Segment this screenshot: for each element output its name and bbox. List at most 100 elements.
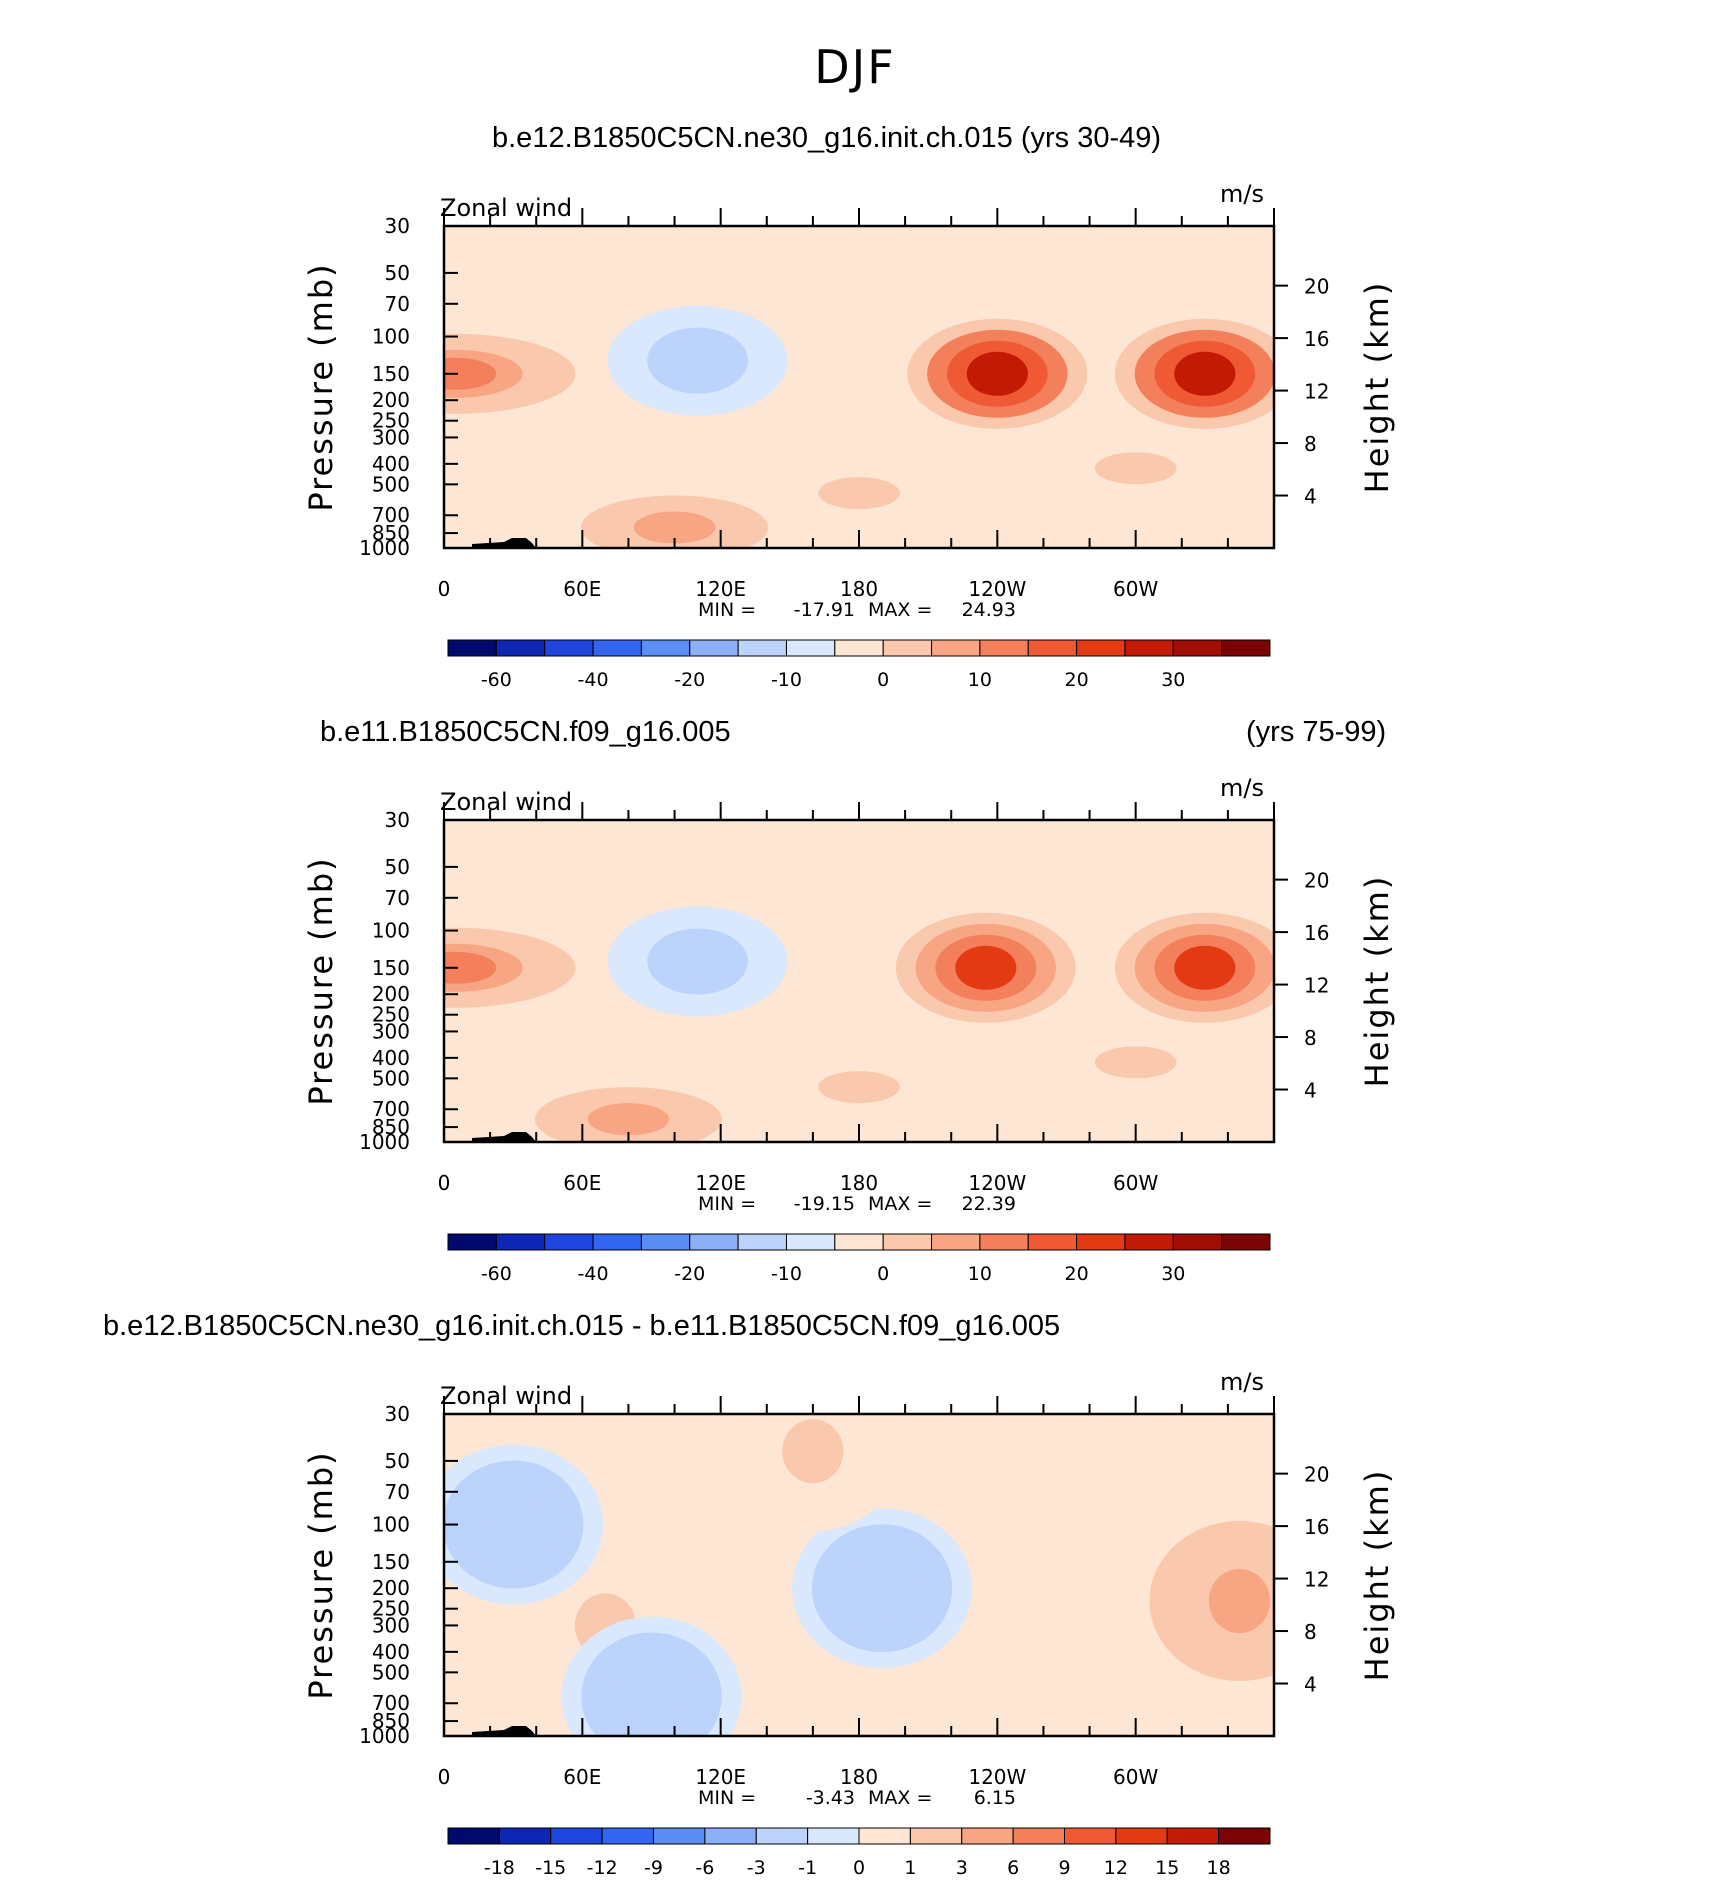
colorbar-swatch bbox=[601, 1827, 654, 1845]
contour-fill bbox=[444, 305, 1274, 548]
contour-cell bbox=[482, 1492, 544, 1557]
y2-axis-label: Height (km) bbox=[1358, 1469, 1396, 1682]
y2-tick-label: 20 bbox=[1304, 275, 1329, 299]
y-tick-label: 30 bbox=[385, 808, 410, 832]
colorbar-label: -3 bbox=[747, 1857, 766, 1879]
contour-cell bbox=[818, 477, 900, 510]
colorbar-swatch bbox=[931, 639, 981, 657]
min-label: MIN = bbox=[698, 599, 756, 621]
colorbar-swatch bbox=[755, 1827, 809, 1845]
colorbar-swatch bbox=[1124, 1233, 1174, 1251]
colorbar: -60 -40 -20 -10 0 10 20 30 bbox=[447, 639, 1271, 691]
y-tick-label: 850 bbox=[372, 1115, 410, 1139]
contour-cell bbox=[851, 1556, 913, 1621]
colorbar-swatch bbox=[640, 639, 691, 657]
colorbar-swatch bbox=[979, 1233, 1029, 1251]
colorbar-swatch bbox=[592, 1233, 642, 1251]
contour-fill bbox=[444, 906, 1274, 1142]
y-tick-label: 250 bbox=[372, 1597, 410, 1621]
colorbar-swatch bbox=[1124, 639, 1174, 657]
max-value: 22.39 bbox=[962, 1193, 1016, 1215]
contour-cell bbox=[587, 1103, 670, 1136]
min-value: -3.43 bbox=[806, 1787, 855, 1809]
colorbar-label: 20 bbox=[1064, 669, 1088, 691]
colorbar-swatch bbox=[689, 1233, 739, 1251]
colorbar-label: -15 bbox=[535, 1857, 566, 1879]
y2-tick-label: 12 bbox=[1304, 1568, 1329, 1592]
y2-axis-label: Height (km) bbox=[1358, 875, 1396, 1088]
colorbar-label: -6 bbox=[695, 1857, 714, 1879]
colorbar-label: 30 bbox=[1161, 1263, 1185, 1285]
x-tick-label: 60W bbox=[1113, 1765, 1158, 1789]
contour-cell bbox=[667, 939, 729, 984]
chart-panel-2: Zonal wind m/s305070100150200250300400500… bbox=[302, 774, 1396, 1285]
x-tick-label: 60E bbox=[563, 1765, 601, 1789]
contour-cell bbox=[620, 1664, 683, 1729]
colorbar-swatch bbox=[1027, 1233, 1078, 1251]
min-value: -19.15 bbox=[794, 1193, 855, 1215]
colorbar-label: 6 bbox=[1007, 1857, 1019, 1879]
colorbar-swatch bbox=[785, 639, 836, 657]
x-tick-label: 120E bbox=[695, 577, 746, 601]
colorbar-label: 0 bbox=[853, 1857, 865, 1879]
contour-fill bbox=[444, 1414, 1274, 1736]
y-tick-label: 500 bbox=[372, 1066, 410, 1090]
colorbar-swatch bbox=[1172, 639, 1223, 657]
x-tick-label: 60E bbox=[563, 1171, 601, 1195]
colorbar-swatch bbox=[653, 1827, 706, 1845]
colorbar-swatch bbox=[544, 1233, 594, 1251]
y2-tick-label: 20 bbox=[1304, 1463, 1329, 1487]
colorbar-label: -10 bbox=[771, 669, 802, 691]
x-tick-label: 120E bbox=[695, 1765, 746, 1789]
colorbar-label: -10 bbox=[771, 1263, 802, 1285]
x-tick-label: 180 bbox=[840, 1171, 878, 1195]
y2-tick-label: 4 bbox=[1304, 485, 1317, 509]
y-tick-label: 100 bbox=[372, 1513, 410, 1537]
max-value: 24.93 bbox=[962, 599, 1016, 621]
y2-tick-label: 8 bbox=[1304, 1026, 1317, 1050]
colorbar-swatch bbox=[640, 1233, 691, 1251]
colorbar-swatch bbox=[882, 639, 933, 657]
y-tick-label: 400 bbox=[372, 452, 410, 476]
panel-2-title-left: b.e11.B1850C5CN.f09_g16.005 bbox=[320, 716, 731, 748]
y2-tick-label: 12 bbox=[1304, 974, 1329, 998]
colorbar-label: 15 bbox=[1155, 1857, 1179, 1879]
y-tick-label: 1000 bbox=[359, 536, 410, 560]
colorbar-swatch bbox=[704, 1827, 757, 1845]
y-tick-label: 850 bbox=[372, 1709, 410, 1733]
y2-tick-label: 16 bbox=[1304, 1515, 1329, 1539]
x-tick-label: 180 bbox=[840, 1765, 878, 1789]
colorbar-label: -60 bbox=[481, 1263, 512, 1285]
min-label: MIN = bbox=[698, 1787, 756, 1809]
y-tick-label: 250 bbox=[372, 409, 410, 433]
colorbar: -18 -15 -12 -9 -6 -3 -1 0 1 3 6 9 12 15 18 bbox=[447, 1827, 1271, 1879]
contour-cell bbox=[966, 351, 1028, 396]
y-tick-label: 300 bbox=[372, 425, 410, 449]
field-label: Zonal wind bbox=[440, 788, 572, 816]
colorbar-label: 9 bbox=[1058, 1857, 1070, 1879]
field-label: Zonal wind bbox=[440, 1382, 572, 1410]
colorbar-swatch bbox=[447, 639, 497, 657]
y-tick-label: 200 bbox=[372, 1576, 410, 1600]
colorbar-swatch bbox=[550, 1827, 603, 1845]
x-tick-label: 60E bbox=[563, 577, 601, 601]
y-tick-label: 500 bbox=[372, 472, 410, 496]
y-tick-label: 400 bbox=[372, 1640, 410, 1664]
colorbar-label: 3 bbox=[956, 1857, 968, 1879]
colorbar-swatch bbox=[1012, 1827, 1065, 1845]
colorbar-swatch bbox=[495, 1233, 546, 1251]
colorbar-label: -18 bbox=[484, 1857, 515, 1879]
y-tick-label: 30 bbox=[385, 214, 410, 238]
contour-cell bbox=[444, 951, 497, 984]
contour-cell bbox=[633, 511, 716, 544]
y-axis-label: Pressure (mb) bbox=[302, 1450, 340, 1699]
colorbar-label: -1 bbox=[798, 1857, 817, 1879]
x-tick-label: 60W bbox=[1113, 1171, 1158, 1195]
colorbar-swatch bbox=[834, 639, 884, 657]
x-tick-label: 0 bbox=[438, 1765, 451, 1789]
panel-2-title-right: (yrs 75-99) bbox=[1246, 716, 1387, 748]
colorbar-swatch bbox=[931, 1233, 981, 1251]
y-tick-label: 150 bbox=[372, 1550, 410, 1574]
colorbar-label: -20 bbox=[674, 669, 705, 691]
